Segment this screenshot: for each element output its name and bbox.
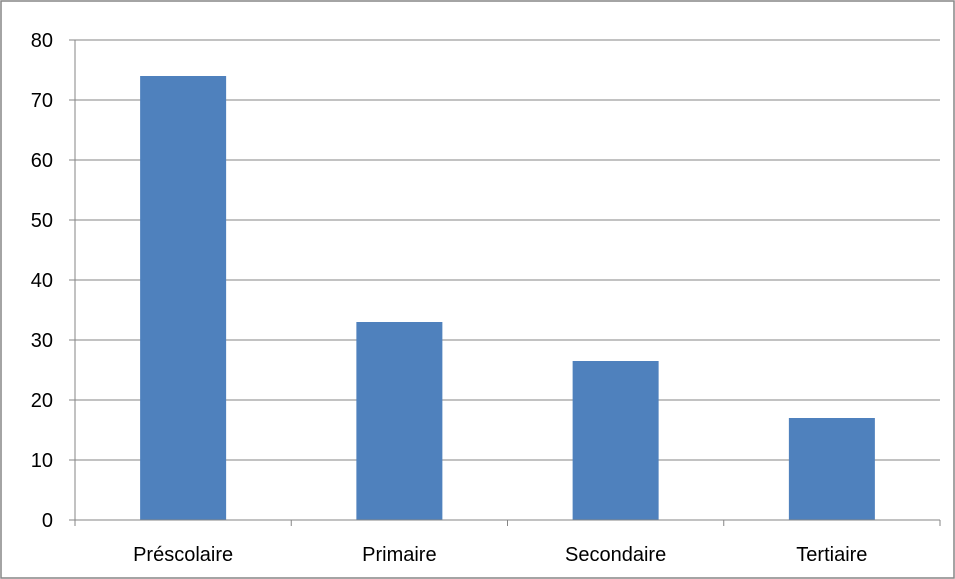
tick-labels: 0 10 20 30 40 50 60 70 80 Préscolaire Primaire Seco… bbox=[31, 30, 868, 566]
bar-primaire bbox=[356, 322, 443, 520]
y-tick-label: 80 bbox=[31, 30, 53, 52]
y-tick-label: 0 bbox=[42, 510, 53, 532]
x-tick-label: Secondaire bbox=[565, 544, 666, 566]
x-tick-label: Tertiaire bbox=[796, 544, 867, 566]
bar-préscolaire bbox=[140, 76, 227, 520]
bar-secondaire bbox=[572, 361, 659, 520]
y-tick-label: 40 bbox=[31, 270, 53, 292]
axes bbox=[69, 39, 941, 526]
y-tick-label: 10 bbox=[31, 450, 53, 472]
x-tick-label: Primaire bbox=[362, 544, 436, 566]
y-tick-label: 70 bbox=[31, 90, 53, 112]
y-tick-label: 30 bbox=[31, 330, 53, 352]
x-tick-label: Préscolaire bbox=[133, 544, 233, 566]
bar-tertiaire bbox=[788, 418, 875, 520]
bars bbox=[140, 76, 875, 520]
y-tick-label: 60 bbox=[31, 150, 53, 172]
y-tick-label: 20 bbox=[31, 390, 53, 412]
y-tick-label: 50 bbox=[31, 210, 53, 232]
